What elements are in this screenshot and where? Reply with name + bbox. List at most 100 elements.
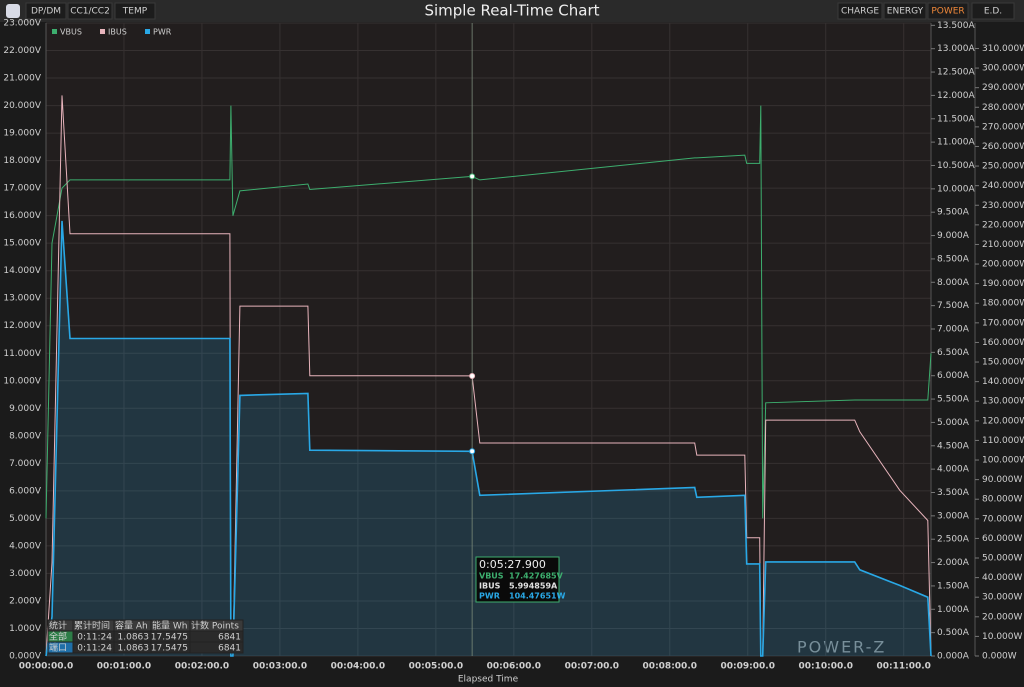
toolbar-button[interactable] — [927, 2, 969, 20]
x-tick-label: 00:10:00.0 — [799, 662, 853, 672]
y3-tick-label: 80.000W — [982, 495, 1022, 505]
x-tick-label: 00:00:00.0 — [19, 662, 73, 672]
toolbar-button[interactable] — [883, 2, 927, 20]
app-icon[interactable] — [6, 4, 20, 18]
y2-tick-label: 13.000A — [937, 44, 975, 54]
cursor-dot — [469, 448, 476, 455]
line — [45, 220, 932, 657]
y-tick-label: 12.000V — [3, 321, 41, 331]
y3-tick-label: 130.000W — [982, 397, 1024, 407]
y-tick-label: 2.000V — [9, 596, 42, 606]
x-tick-label: 00:02:00.0 — [175, 662, 229, 672]
y2-tick-label: 6.000A — [937, 371, 970, 381]
x-tick-label: 00:03:00.0 — [253, 662, 307, 672]
x-tick-label: 00:09:00.0 — [721, 662, 775, 672]
y-tick-label: 15.000V — [3, 239, 41, 249]
y3-tick-label: 20.000W — [982, 612, 1022, 622]
y2-tick-label: 6.500A — [937, 348, 970, 358]
y3-tick-label: 90.000W — [982, 475, 1022, 485]
y2-tick-label: 1.000A — [937, 605, 970, 615]
tooltip-value: 17.427685V — [509, 572, 564, 581]
tooltip-name: IBUS — [479, 582, 501, 591]
y3-tick-label: 200.000W — [982, 260, 1024, 270]
y2-tick-label: 12.000A — [937, 91, 975, 101]
toolbar-button-label: DP/DM — [31, 7, 61, 17]
stats-header: 统计 — [49, 620, 67, 632]
stats-cell-text: 17.5475 — [151, 633, 188, 643]
toolbar-button-label: E.D. — [984, 7, 1002, 17]
toolbar-button[interactable] — [114, 2, 156, 20]
watermark: POWER-Z — [797, 638, 886, 657]
y2-tick-label: 10.000A — [937, 184, 975, 194]
y-tick-label: 23.000V — [3, 19, 41, 29]
x-tick-label: 00:07:00.0 — [565, 662, 619, 672]
toolbar-button[interactable] — [837, 2, 883, 20]
y2-tick-label: 8.500A — [937, 254, 970, 264]
stats-cell-text: 6841 — [218, 644, 241, 654]
legend-swatch — [52, 29, 57, 34]
stats-cell-text: 0:11:24 — [77, 644, 112, 654]
y-tick-label: 10.000V — [3, 376, 41, 386]
stats-cell-text: 6841 — [218, 633, 241, 643]
legend-label: IBUS — [108, 28, 127, 37]
x-tick-label: 00:08:00.0 — [643, 662, 697, 672]
y3-tick-label: 140.000W — [982, 377, 1024, 387]
y3-tick-label: 280.000W — [982, 103, 1024, 113]
y2-tick-label: 3.500A — [937, 488, 970, 498]
y2-tick-label: 10.500A — [937, 161, 975, 171]
toolbar-button-label: TEMP — [122, 7, 148, 17]
plot-area — [46, 23, 931, 656]
y-tick-label: 7.000V — [9, 459, 42, 469]
x-tick-label: 00:11:00.0 — [876, 662, 930, 672]
y-tick-label: 5.000V — [9, 514, 42, 524]
legend-swatch — [145, 29, 150, 34]
y3-tick-label: 300.000W — [982, 64, 1024, 74]
toolbar-button[interactable] — [25, 2, 67, 20]
y2-tick-label: 11.000A — [937, 138, 975, 148]
y-tick-label: 8.000V — [9, 431, 42, 441]
toolbar-button[interactable] — [971, 2, 1015, 20]
y2-tick-label: 9.500A — [937, 208, 970, 218]
stats-cell-text: 17.5475 — [151, 644, 188, 654]
toolbar-button-label: POWER — [931, 7, 964, 17]
y2-tick-label: 8.000A — [937, 278, 970, 288]
y3-tick-label: 0.000W — [982, 652, 1017, 662]
tooltip-value: 5.994859A — [509, 582, 558, 591]
y2-tick-label: 5.500A — [937, 395, 970, 405]
y2-tick-label: 13.500A — [937, 21, 975, 31]
y3-tick-label: 40.000W — [982, 573, 1022, 583]
area — [46, 220, 931, 656]
y2-tick-label: 3.000A — [937, 511, 970, 521]
stats-cell — [189, 641, 244, 654]
tooltip-name: VBUS — [479, 572, 504, 581]
stats-header: 累计时间 — [74, 620, 110, 632]
y3-tick-label: 220.000W — [982, 220, 1024, 230]
toolbar-button-label: CHARGE — [841, 7, 879, 17]
y-tick-label: 4.000V — [9, 541, 42, 551]
x-tick-label: 00:01:00.0 — [97, 662, 151, 672]
y3-tick-label: 270.000W — [982, 122, 1024, 132]
y3-tick-label: 70.000W — [982, 514, 1022, 524]
y3-tick-label: 290.000W — [982, 83, 1024, 93]
legend-label: VBUS — [60, 28, 82, 37]
y2-tick-label: 4.000A — [937, 465, 970, 475]
y-tick-label: 17.000V — [3, 184, 41, 194]
y3-tick-label: 180.000W — [982, 299, 1024, 309]
y-tick-label: 13.000V — [3, 294, 41, 304]
stats-cell-text: 端口 — [49, 642, 67, 654]
toolbar-button[interactable] — [67, 2, 113, 20]
y-tick-label: 22.000V — [3, 46, 41, 56]
stats-cell-text: 1.0863 — [118, 633, 150, 643]
y-tick-label: 20.000V — [3, 101, 41, 111]
stats-cell-text: 0:11:24 — [77, 633, 112, 643]
line — [45, 95, 932, 657]
y-tick-label: 19.000V — [3, 129, 41, 139]
y3-tick-label: 100.000W — [982, 456, 1024, 466]
y3-tick-label: 120.000W — [982, 416, 1024, 426]
y3-tick-label: 190.000W — [982, 279, 1024, 289]
y-tick-label: 11.000V — [3, 349, 41, 359]
y2-tick-label: 2.500A — [937, 535, 970, 545]
chart-title: Simple Real-Time Chart — [424, 2, 599, 20]
y3-tick-label: 210.000W — [982, 240, 1024, 250]
y-tick-label: 16.000V — [3, 211, 41, 221]
